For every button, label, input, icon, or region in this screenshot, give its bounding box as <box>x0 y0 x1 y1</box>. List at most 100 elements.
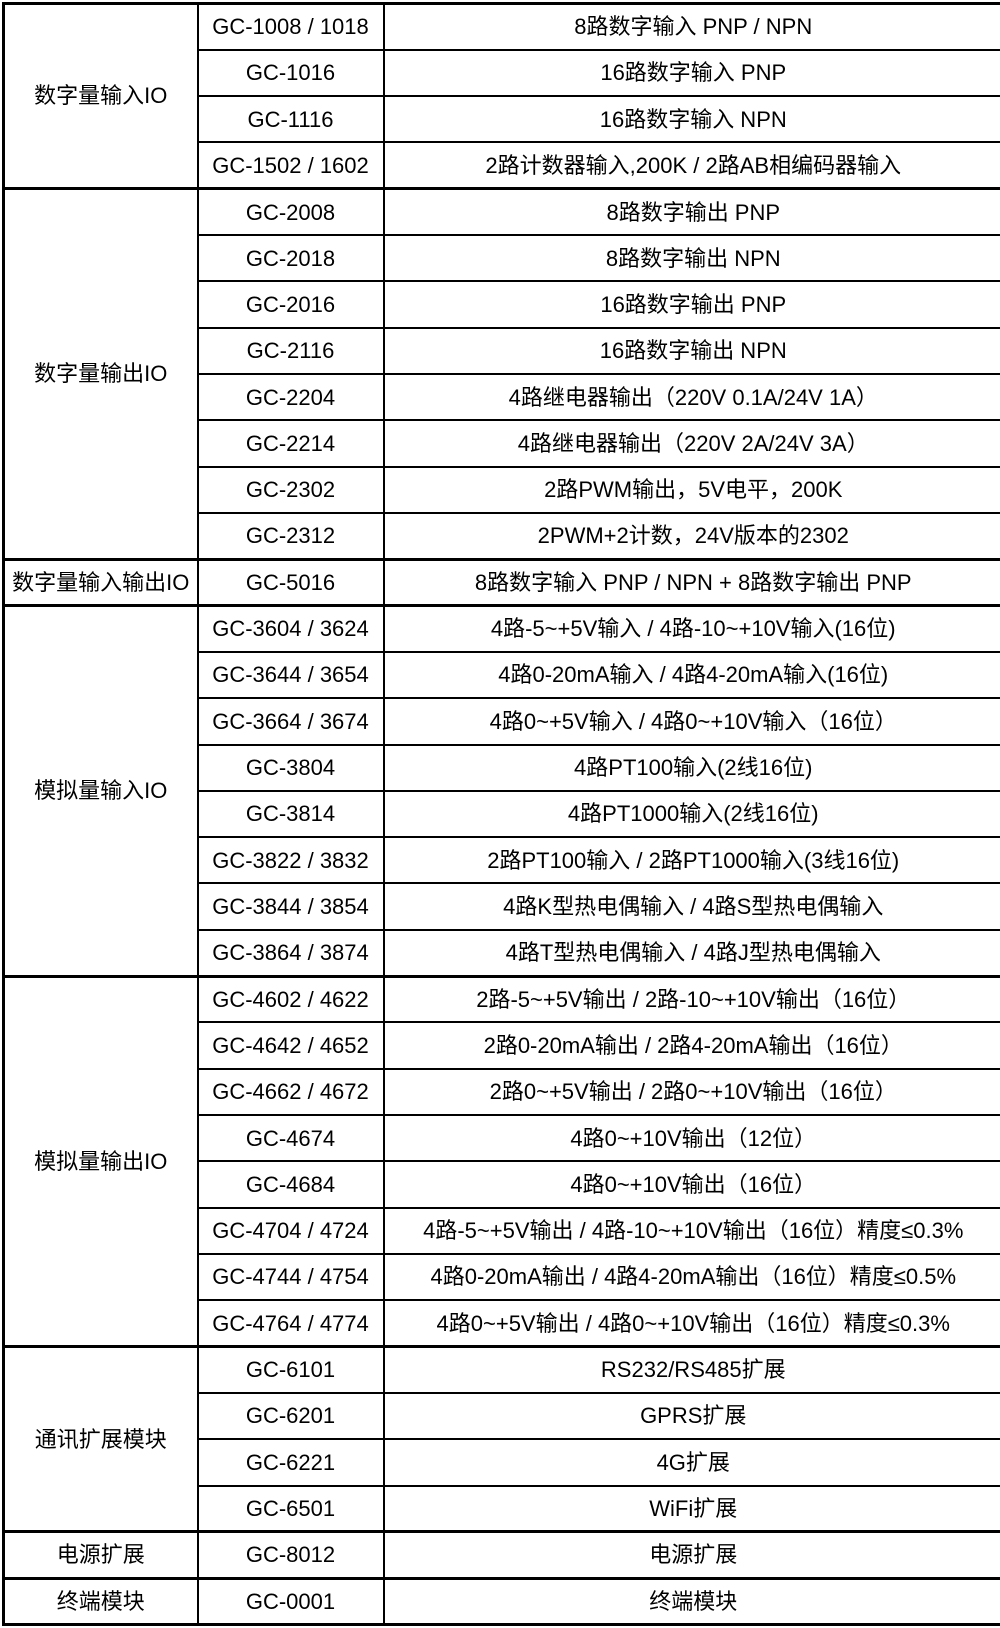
model-cell: GC-0001 <box>196 1576 385 1626</box>
category-cell: 数字量输出IO <box>2 187 199 561</box>
table-row: GC-6201 GPRS扩展 <box>4 1391 1000 1441</box>
model-cell: GC-2116 <box>196 326 385 376</box>
description-cell: 4路0~+10V输出（12位） <box>382 1113 1000 1163</box>
model-cell: GC-2312 <box>196 511 385 561</box>
model-cell: GC-3844 / 3854 <box>196 882 385 931</box>
table-row: GC-1016 16路数字输入 PNP <box>4 48 1000 98</box>
description-cell: 4路0-20mA输出 / 4路4-20mA输出（16位）精度≤0.5% <box>382 1252 1000 1302</box>
table-row: GC-2116 16路数字输出 NPN <box>4 326 1000 376</box>
table-row: GC-3822 / 3832 2路PT100输入 / 2路PT1000输入(3线1… <box>4 836 1000 885</box>
description-cell: 8路数字输入 PNP / NPN + 8路数字输出 PNP <box>382 557 1000 607</box>
category-cell: 模拟量输出IO <box>2 974 199 1348</box>
description-cell: 2路-5~+5V输出 / 2路-10~+10V输出（16位） <box>382 974 1000 1024</box>
model-cell: GC-6501 <box>196 1484 385 1533</box>
model-cell: GC-3864 / 3874 <box>196 928 385 978</box>
description-cell: 16路数字输出 NPN <box>382 326 1000 376</box>
model-cell: GC-4704 / 4724 <box>196 1206 385 1255</box>
model-cell: GC-2016 <box>196 280 385 329</box>
table-row: GC-6221 4G扩展 <box>4 1438 1000 1487</box>
model-cell: GC-4642 / 4652 <box>196 1021 385 1070</box>
table-row: GC-3844 / 3854 4路K型热电偶输入 / 4路S型热电偶输入 <box>4 882 1000 931</box>
model-cell: GC-3814 <box>196 789 385 839</box>
model-cell: GC-2008 <box>196 187 385 237</box>
model-cell: GC-4764 / 4774 <box>196 1299 385 1348</box>
description-cell: 16路数字输入 PNP <box>382 48 1000 98</box>
description-cell: 2路计数器输入,200K / 2路AB相编码器输入 <box>382 141 1000 190</box>
table-row: GC-3644 / 3654 4路0-20mA输入 / 4路4-20mA输入(16… <box>4 650 1000 700</box>
description-cell: 8路数字输入 PNP / NPN <box>382 1 1000 51</box>
model-cell: GC-1008 / 1018 <box>196 1 385 51</box>
table-row: GC-3864 / 3874 4路T型热电偶输入 / 4路J型热电偶输入 <box>4 928 1000 978</box>
description-cell: 2路PWM输出，5V电平，200K <box>382 465 1000 514</box>
table-row: GC-3664 / 3674 4路0~+5V输入 / 4路0~+10V输入（16位… <box>4 697 1000 746</box>
table-row: GC-2016 16路数字输出 PNP <box>4 280 1000 329</box>
table-row: GC-6501 WiFi扩展 <box>4 1484 1000 1533</box>
table-row: 通讯扩展模块 GC-6101 RS232/RS485扩展 <box>2 1345 1000 1533</box>
table-row: 电源扩展 GC-8012 电源扩展 <box>2 1530 1000 1580</box>
description-cell: 8路数字输出 NPN <box>382 234 1000 283</box>
description-cell: RS232/RS485扩展 <box>382 1345 1000 1394</box>
model-cell: GC-1502 / 1602 <box>196 141 385 190</box>
model-cell: GC-3604 / 3624 <box>196 604 385 653</box>
table-row: GC-1116 16路数字输入 NPN <box>4 95 1000 144</box>
description-cell: 8路数字输出 PNP <box>382 187 1000 237</box>
description-cell: 4路T型热电偶输入 / 4路J型热电偶输入 <box>382 928 1000 978</box>
model-cell: GC-4662 / 4672 <box>196 1067 385 1117</box>
table-row: 模拟量输出IO GC-4602 / 4622 2路-5~+5V输出 / 2路-10~… <box>2 974 1000 1348</box>
model-cell: GC-1016 <box>196 48 385 98</box>
category-cell: 数字量输入输出IO <box>2 557 199 607</box>
model-cell: GC-3804 <box>196 743 385 792</box>
description-cell: 4G扩展 <box>382 1438 1000 1487</box>
description-cell: 16路数字输入 NPN <box>382 95 1000 144</box>
model-cell: GC-2204 <box>196 372 385 422</box>
model-cell: GC-6101 <box>196 1345 385 1394</box>
description-cell: 终端模块 <box>382 1576 1000 1626</box>
description-cell: WiFi扩展 <box>382 1484 1000 1533</box>
model-cell: GC-3644 / 3654 <box>196 650 385 700</box>
model-cell: GC-4602 / 4622 <box>196 974 385 1024</box>
model-cell: GC-4674 <box>196 1113 385 1163</box>
model-cell: GC-3664 / 3674 <box>196 697 385 746</box>
table-row: GC-2214 4路继电器输出（220V 2A/24V 3A） <box>4 419 1000 468</box>
description-cell: 电源扩展 <box>382 1530 1000 1580</box>
table-row: GC-4744 / 4754 4路0-20mA输出 / 4路4-20mA输出（16… <box>4 1252 1000 1302</box>
category-cell: 数字量输入IO <box>2 1 199 190</box>
table-row: GC-4764 / 4774 4路0~+5V输出 / 4路0~+10V输出（16位… <box>4 1299 1000 1348</box>
model-cell: GC-4684 <box>196 1160 385 1209</box>
description-cell: 4路PT100输入(2线16位) <box>382 743 1000 792</box>
description-cell: 2路0-20mA输出 / 2路4-20mA输出（16位） <box>382 1021 1000 1070</box>
description-cell: 2路0~+5V输出 / 2路0~+10V输出（16位） <box>382 1067 1000 1117</box>
model-cell: GC-5016 <box>196 557 385 607</box>
table-row: GC-4684 4路0~+10V输出（16位） <box>4 1160 1000 1209</box>
category-cell: 终端模块 <box>2 1576 199 1626</box>
description-cell: 4路PT1000输入(2线16位) <box>382 789 1000 839</box>
category-cell: 电源扩展 <box>2 1530 199 1580</box>
description-cell: 4路0~+10V输出（16位） <box>382 1160 1000 1209</box>
description-cell: 4路0~+5V输入 / 4路0~+10V输入（16位） <box>382 697 1000 746</box>
table-row: GC-4674 4路0~+10V输出（12位） <box>4 1113 1000 1163</box>
model-cell: GC-4744 / 4754 <box>196 1252 385 1302</box>
description-cell: 4路K型热电偶输入 / 4路S型热电偶输入 <box>382 882 1000 931</box>
description-cell: 2PWM+2计数，24V版本的2302 <box>382 511 1000 561</box>
table-row: 模拟量输入IO GC-3604 / 3624 4路-5~+5V输入 / 4路-10~… <box>2 604 1000 978</box>
description-cell: 4路0~+5V输出 / 4路0~+10V输出（16位）精度≤0.3% <box>382 1299 1000 1348</box>
category-cell: 通讯扩展模块 <box>2 1345 199 1533</box>
table-row: GC-4642 / 4652 2路0-20mA输出 / 2路4-20mA输出（16… <box>4 1021 1000 1070</box>
description-cell: 16路数字输出 PNP <box>382 280 1000 329</box>
description-cell: 2路PT100输入 / 2路PT1000输入(3线16位) <box>382 836 1000 885</box>
description-cell: 4路继电器输出（220V 0.1A/24V 1A） <box>382 372 1000 422</box>
table-row: GC-3804 4路PT100输入(2线16位) <box>4 743 1000 792</box>
table-row: GC-4704 / 4724 4路-5~+5V输出 / 4路-10~+10V输出（… <box>4 1206 1000 1255</box>
model-cell: GC-1116 <box>196 95 385 144</box>
model-cell: GC-6221 <box>196 1438 385 1487</box>
description-cell: 4路-5~+5V输出 / 4路-10~+10V输出（16位）精度≤0.3% <box>382 1206 1000 1255</box>
table-row: GC-2204 4路继电器输出（220V 0.1A/24V 1A） <box>4 372 1000 422</box>
description-cell: 4路-5~+5V输入 / 4路-10~+10V输入(16位) <box>382 604 1000 653</box>
model-cell: GC-2214 <box>196 419 385 468</box>
table-row: 数字量输入IO GC-1008 / 1018 8路数字输入 PNP / NPN <box>2 1 1000 190</box>
model-cell: GC-8012 <box>196 1530 385 1580</box>
table-row: GC-2302 2路PWM输出，5V电平，200K <box>4 465 1000 514</box>
